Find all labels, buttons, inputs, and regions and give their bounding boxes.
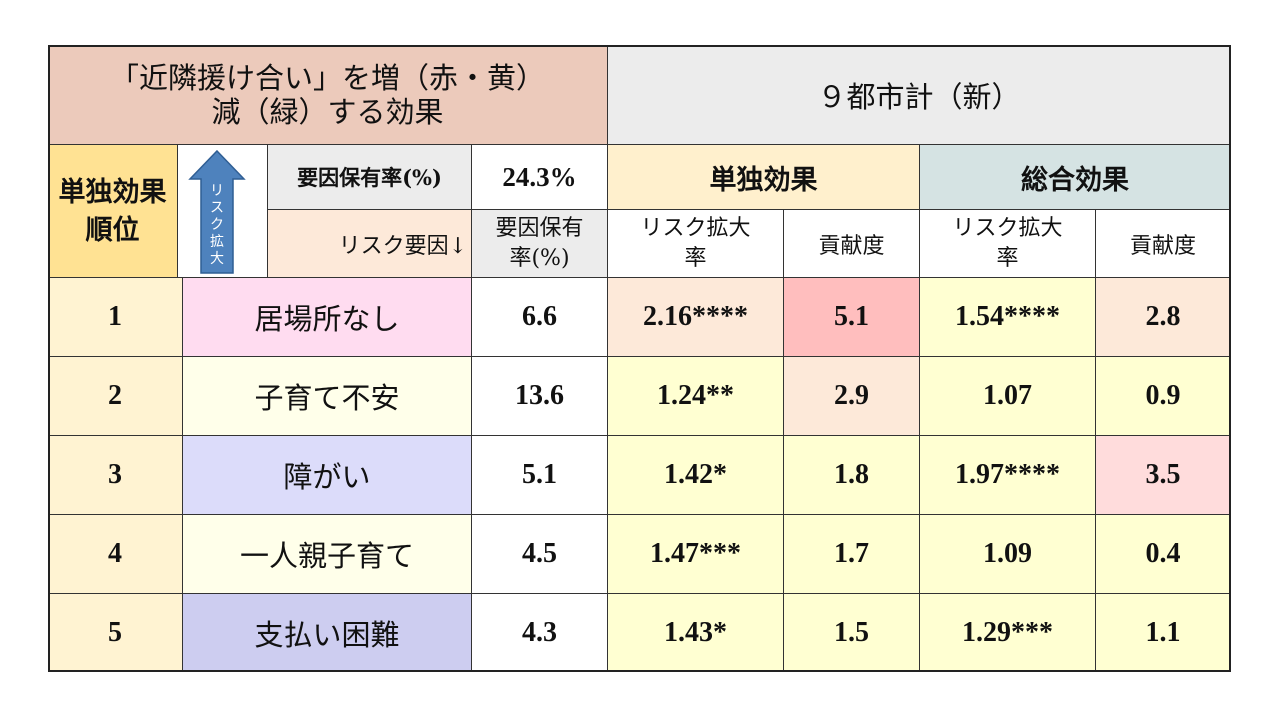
total-risk-ratio-cell: 1.29*** — [920, 594, 1096, 672]
rank-cell: 4 — [48, 515, 183, 594]
single-contribution-cell: 1.8 — [784, 436, 920, 515]
factor-cell: 子育て不安 — [183, 357, 472, 436]
rate-cell: 5.1 — [472, 436, 608, 515]
single-risk-ratio-cell: 2.16**** — [608, 278, 784, 357]
up-arrow-icon — [188, 149, 246, 274]
single-risk-ratio-header-line1: リスク拡大 — [640, 215, 751, 241]
single-risk-ratio-cell: 1.43* — [608, 594, 784, 672]
overall-rate-value: 24.3% — [472, 145, 608, 210]
rate-column-header: 要因保有 率(%) — [472, 210, 608, 278]
single-contribution-cell: 2.9 — [784, 357, 920, 436]
total-contribution-cell: 1.1 — [1096, 594, 1231, 672]
total-contribution-header: 貢献度 — [1096, 210, 1231, 278]
rate-cell: 4.3 — [472, 594, 608, 672]
total-risk-ratio-cell: 1.07 — [920, 357, 1096, 436]
risk-factor-label: リスク要因↓ — [268, 210, 472, 278]
table-title-line1: 「近隣援け合い」を増（赤・黄） — [109, 60, 545, 95]
factor-cell: 居場所なし — [183, 278, 472, 357]
risk-arrow-label: リスク拡大 — [210, 183, 224, 267]
total-risk-ratio-cell: 1.97**** — [920, 436, 1096, 515]
single-contribution-header: 貢献度 — [784, 210, 920, 278]
single-contribution-cell: 1.7 — [784, 515, 920, 594]
table-title-line2: 減（緑）する効果 — [211, 94, 444, 129]
single-contribution-cell: 5.1 — [784, 278, 920, 357]
factor-cell: 障がい — [183, 436, 472, 515]
rate-column-header-line1: 要因保有 — [495, 215, 584, 241]
rate-cell: 6.6 — [472, 278, 608, 357]
single-effect-header: 単独効果 — [608, 145, 920, 210]
rank-header-line1: 単独効果 — [58, 177, 167, 207]
rank-header-line2: 順位 — [85, 215, 140, 245]
single-risk-ratio-cell: 1.42* — [608, 436, 784, 515]
total-risk-ratio-cell: 1.09 — [920, 515, 1096, 594]
factor-cell: 支払い困難 — [183, 594, 472, 672]
total-effect-header: 総合効果 — [920, 145, 1231, 210]
total-contribution-cell: 3.5 — [1096, 436, 1231, 515]
rate-cell: 4.5 — [472, 515, 608, 594]
total-risk-ratio-header-line1: リスク拡大 — [952, 215, 1063, 241]
rate-cell: 13.6 — [472, 357, 608, 436]
table-title: 「近隣援け合い」を増（赤・黄） 減（緑）する効果 — [48, 45, 608, 145]
total-risk-ratio-cell: 1.54**** — [920, 278, 1096, 357]
rank-cell: 3 — [48, 436, 183, 515]
single-contribution-cell: 1.5 — [784, 594, 920, 672]
total-risk-ratio-header-line2: 率 — [996, 245, 1019, 271]
risk-arrow-box: リスク拡大 — [178, 145, 268, 278]
total-contribution-cell: 2.8 — [1096, 278, 1231, 357]
single-risk-ratio-header-line2: 率 — [684, 245, 707, 271]
rank-cell: 1 — [48, 278, 183, 357]
rank-header: 単独効果 順位 — [48, 145, 178, 278]
total-contribution-cell: 0.4 — [1096, 515, 1231, 594]
single-risk-ratio-cell: 1.47*** — [608, 515, 784, 594]
factor-cell: 一人親子育て — [183, 515, 472, 594]
rate-column-header-line2: 率(%) — [509, 245, 570, 271]
region-header: ９都市計（新） — [608, 45, 1231, 145]
single-risk-ratio-cell: 1.24** — [608, 357, 784, 436]
rank-cell: 5 — [48, 594, 183, 672]
rank-cell: 2 — [48, 357, 183, 436]
total-contribution-cell: 0.9 — [1096, 357, 1231, 436]
total-risk-ratio-header: リスク拡大 率 — [920, 210, 1096, 278]
single-risk-ratio-header: リスク拡大 率 — [608, 210, 784, 278]
factor-rate-label: 要因保有率(%) — [268, 145, 472, 210]
